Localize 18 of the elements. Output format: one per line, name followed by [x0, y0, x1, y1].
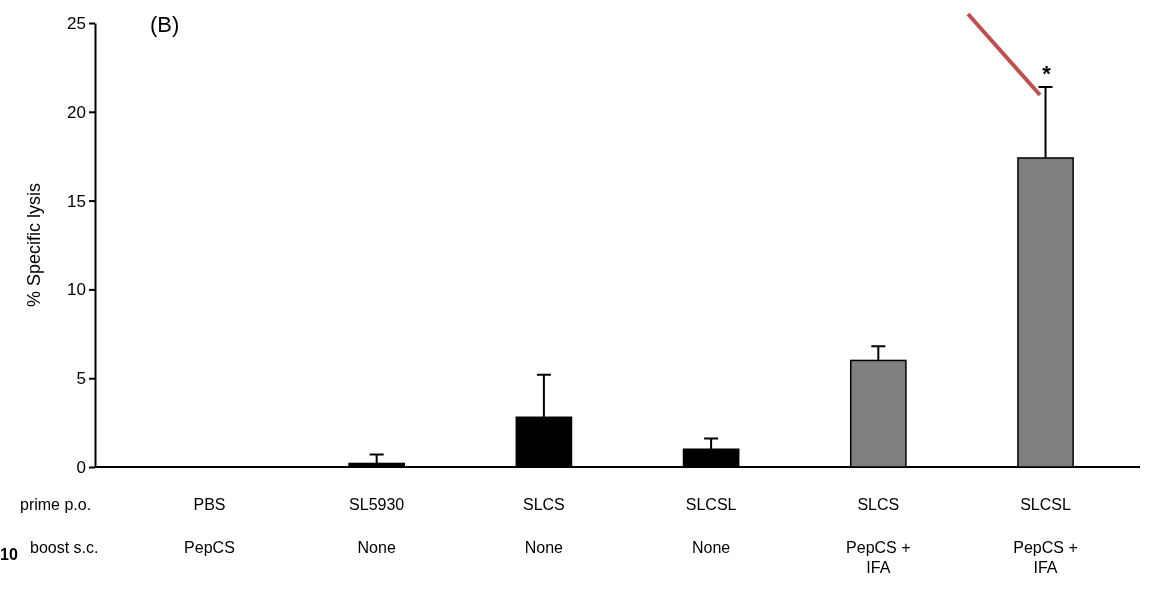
annotation: (B)	[150, 12, 180, 37]
y-tick-label: 20	[67, 102, 86, 122]
text: boost s.c.	[30, 539, 99, 556]
y-tick-label: 25	[67, 13, 86, 33]
category-label: SLCS None	[523, 496, 565, 556]
y-tick-label: 10	[67, 280, 86, 300]
category-label: SLCS PepCS + IFA	[846, 496, 911, 576]
category-label: PBS PepCS	[184, 496, 235, 556]
text: prime p.o.	[20, 496, 92, 513]
category-label: SLCSL PepCS + IFA	[1013, 496, 1078, 576]
y-tick-label: 5	[76, 369, 86, 389]
y-axis-title: % Specific lysis	[24, 182, 44, 308]
text: 10	[0, 546, 18, 563]
annotation: *	[1042, 60, 1052, 86]
category-label: SLCSL None	[685, 496, 737, 556]
y-tick-label: 0	[76, 457, 86, 477]
category-label: SL5930 None	[349, 496, 405, 556]
y-tick-label: 15	[67, 191, 86, 211]
